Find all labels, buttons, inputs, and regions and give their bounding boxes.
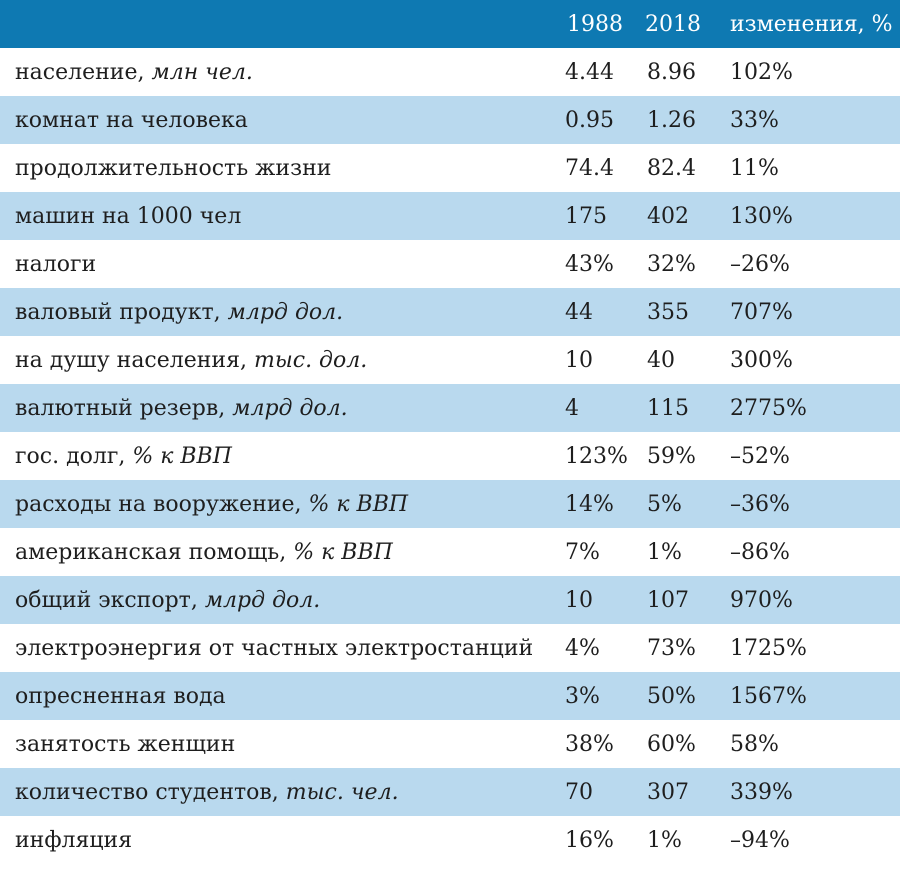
table-row: валютный резерв, млрд дол. 4 115 2775% [0, 384, 900, 432]
value-change: –36% [730, 491, 790, 517]
row-label: продолжительность жизни [15, 155, 332, 181]
table-row: налоги 43% 32% –26% [0, 240, 900, 288]
value-1988: 10 [565, 587, 593, 613]
value-change: 11% [730, 155, 779, 181]
row-label: комнат на человека [15, 107, 248, 133]
row-unit: % к ВВП [293, 539, 393, 565]
row-label: гос. долг, % к ВВП [15, 443, 232, 469]
value-1988: 70 [565, 779, 593, 805]
value-2018: 50% [647, 683, 696, 709]
table-header: 1988 2018 изменения, % [0, 0, 900, 48]
value-1988: 7% [565, 539, 600, 565]
header-1988: 1988 [567, 11, 623, 37]
row-label: население, млн чел. [15, 59, 253, 85]
value-2018: 1.26 [647, 107, 696, 133]
row-label: опресненная вода [15, 683, 226, 709]
value-1988: 74.4 [565, 155, 614, 181]
value-change: –86% [730, 539, 790, 565]
table-row: количество студентов, тыс. чел. 70 307 3… [0, 768, 900, 816]
value-2018: 60% [647, 731, 696, 757]
row-unit: млрд дол. [204, 587, 321, 613]
value-change: 1567% [730, 683, 807, 709]
value-1988: 4.44 [565, 59, 614, 85]
row-unit: % к ВВП [132, 443, 232, 469]
value-change: –26% [730, 251, 790, 277]
row-unit: % к ВВП [308, 491, 409, 517]
value-change: 102% [730, 59, 793, 85]
row-unit: тыс. дол. [253, 347, 368, 373]
value-2018: 1% [647, 827, 682, 853]
value-2018: 82.4 [647, 155, 696, 181]
row-label: валовый продукт, млрд дол. [15, 299, 344, 325]
value-1988: 175 [565, 203, 607, 229]
row-label: общий экспорт, млрд дол. [15, 587, 321, 613]
value-change: 339% [730, 779, 793, 805]
value-1988: 4 [565, 395, 579, 421]
value-change: 33% [730, 107, 779, 133]
value-2018: 107 [647, 587, 689, 613]
value-change: –52% [730, 443, 790, 469]
table-row: инфляция 16% 1% –94% [0, 816, 900, 864]
value-2018: 355 [647, 299, 689, 325]
value-2018: 32% [647, 251, 696, 277]
row-label: инфляция [15, 827, 133, 853]
header-change: изменения, % [730, 11, 893, 37]
row-label: расходы на вооружение, % к ВВП [15, 491, 409, 517]
row-label: налоги [15, 251, 97, 277]
row-label: на душу населения, тыс. дол. [15, 347, 368, 373]
table-row: население, млн чел. 4.44 8.96 102% [0, 48, 900, 96]
value-change: 970% [730, 587, 793, 613]
row-unit: млн чел. [151, 59, 253, 85]
row-label: машин на 1000 чел [15, 203, 242, 229]
value-2018: 1% [647, 539, 682, 565]
table-row: на душу населения, тыс. дол. 10 40 300% [0, 336, 900, 384]
row-label: электроэнергия от частных электростанций [15, 635, 534, 661]
value-2018: 73% [647, 635, 696, 661]
header-2018: 2018 [645, 11, 701, 37]
row-label: американская помощь, % к ВВП [15, 539, 393, 565]
table-row: занятость женщин 38% 60% 58% [0, 720, 900, 768]
table-row: опресненная вода 3% 50% 1567% [0, 672, 900, 720]
value-1988: 43% [565, 251, 614, 277]
row-unit: тыс. чел. [285, 779, 399, 805]
value-2018: 402 [647, 203, 689, 229]
row-unit: млрд дол. [232, 395, 348, 421]
value-1988: 0.95 [565, 107, 614, 133]
table-row: валовый продукт, млрд дол. 44 355 707% [0, 288, 900, 336]
table-row: американская помощь, % к ВВП 7% 1% –86% [0, 528, 900, 576]
value-2018: 59% [647, 443, 696, 469]
table-row: общий экспорт, млрд дол. 10 107 970% [0, 576, 900, 624]
value-change: 1725% [730, 635, 807, 661]
value-1988: 123% [565, 443, 628, 469]
value-1988: 44 [565, 299, 593, 325]
value-2018: 5% [647, 491, 682, 517]
value-2018: 8.96 [647, 59, 696, 85]
value-2018: 40 [647, 347, 675, 373]
row-label: занятость женщин [15, 731, 236, 757]
value-1988: 14% [565, 491, 614, 517]
row-label: валютный резерв, млрд дол. [15, 395, 348, 421]
value-2018: 115 [647, 395, 689, 421]
table-row: электроэнергия от частных электростанций… [0, 624, 900, 672]
value-1988: 16% [565, 827, 614, 853]
value-1988: 38% [565, 731, 614, 757]
table-row: расходы на вооружение, % к ВВП 14% 5% –3… [0, 480, 900, 528]
value-1988: 4% [565, 635, 600, 661]
table-row: продолжительность жизни 74.4 82.4 11% [0, 144, 900, 192]
value-1988: 10 [565, 347, 593, 373]
value-change: 300% [730, 347, 793, 373]
table-row: машин на 1000 чел 175 402 130% [0, 192, 900, 240]
row-label: количество студентов, тыс. чел. [15, 779, 399, 805]
row-unit: млрд дол. [227, 299, 344, 325]
value-change: 2775% [730, 395, 807, 421]
value-change: 130% [730, 203, 793, 229]
value-change: 58% [730, 731, 779, 757]
value-2018: 307 [647, 779, 689, 805]
table-row: комнат на человека 0.95 1.26 33% [0, 96, 900, 144]
value-1988: 3% [565, 683, 600, 709]
table-row: гос. долг, % к ВВП 123% 59% –52% [0, 432, 900, 480]
value-change: –94% [730, 827, 790, 853]
value-change: 707% [730, 299, 793, 325]
